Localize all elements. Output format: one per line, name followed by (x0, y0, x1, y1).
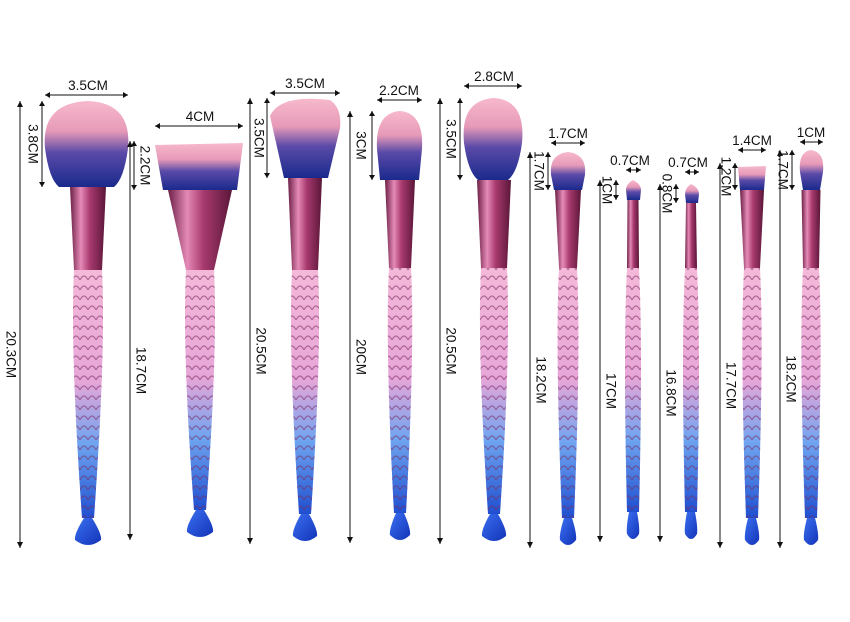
head-width-label: 1CM (797, 125, 826, 140)
head-height-label: 1CM (599, 176, 614, 205)
brush-ferrule (288, 178, 322, 270)
brush-bristles (155, 143, 243, 190)
brush-bristles (463, 98, 523, 180)
brush (683, 184, 699, 539)
brush-dimensions: 0.7CM 1CM 17CM (597, 153, 650, 542)
head-height-label: 1.7CM (775, 150, 790, 190)
head-height-label: 1.2CM (718, 157, 733, 197)
brush (270, 98, 341, 541)
brush-dimensions: 0.7CM 0.8CM 16.8CM (657, 155, 708, 542)
brush-bristles (799, 150, 824, 190)
brush (155, 143, 243, 537)
head-height-label: 3.5CM (251, 118, 266, 158)
brush-dimensions: 2.2CM 3CM 20CM (347, 83, 422, 543)
brush-tail (803, 518, 819, 545)
total-length-label: 18.2CM (533, 356, 548, 403)
brush-dimensions: 3.5CM 3.5CM 20.5CM (247, 76, 340, 544)
brush-tail (74, 518, 102, 545)
brush-bristles (685, 184, 699, 203)
brush (44, 101, 129, 545)
head-width-label: 1.4CM (732, 133, 772, 148)
head-height-label: 0.8CM (659, 174, 674, 214)
brush (463, 98, 523, 541)
brush-tail (559, 518, 577, 545)
brush (738, 166, 766, 545)
brush-bristles (376, 111, 423, 180)
total-length-label: 17CM (603, 373, 618, 409)
brush-tail (481, 514, 507, 541)
head-height-label: 3.8CM (25, 124, 40, 164)
brush-tail (389, 513, 411, 540)
brush (625, 180, 641, 539)
head-width-label: 2.8CM (474, 69, 514, 84)
brush-ferrule (168, 190, 232, 270)
total-length-label: 17.7CM (723, 362, 738, 409)
brush-tail (186, 510, 214, 537)
total-length-label: 20.3CM (3, 331, 18, 378)
head-width-label: 0.7CM (668, 155, 708, 170)
brush-ferrule (477, 180, 511, 268)
brush-dimensions: 1CM 1.7CM 18.2CM (775, 125, 825, 548)
head-width-label: 0.7CM (610, 153, 650, 168)
head-height-label: 3.5CM (443, 119, 458, 159)
brush-tail (292, 514, 318, 541)
head-height-label: 3CM (353, 131, 368, 160)
brush-bristles (626, 180, 641, 200)
head-width-label: 1.7CM (548, 126, 588, 141)
brush (799, 150, 824, 545)
head-width-label: 3.5CM (285, 76, 325, 91)
total-length-label: 18.7CM (133, 347, 148, 394)
brush-dimensions: 3.5CM 3.8CM 20.3CM (3, 78, 128, 548)
head-height-label: 2.2CM (137, 146, 152, 186)
brush (550, 152, 586, 545)
total-length-label: 18.2CM (783, 355, 798, 402)
brush-tail (626, 512, 640, 539)
brush-bristles (738, 166, 766, 190)
brush-bristles (550, 152, 586, 190)
brush-ferrule (627, 200, 639, 268)
brush-ferrule (740, 190, 764, 268)
head-width-label: 3.5CM (68, 78, 108, 93)
brush-ferrule (555, 190, 581, 268)
brush-dimensions: 1.4CM 1.2CM 17.7CM (717, 133, 772, 548)
brush-ferrule (801, 190, 821, 268)
brush-ferrule (385, 180, 415, 268)
total-length-label: 16.8CM (663, 369, 678, 416)
brush-dimensions: 4CM 2.2CM 18.7CM (127, 109, 243, 540)
total-length-label: 20.5CM (253, 327, 268, 374)
total-length-label: 20CM (353, 339, 368, 375)
brush-tail (744, 518, 760, 545)
brush-dimensions: 2.8CM 3.5CM 20.5CM (437, 69, 522, 544)
head-width-label: 4CM (186, 109, 215, 124)
head-height-label: 1.7CM (531, 151, 546, 191)
total-length-label: 20.5CM (443, 327, 458, 374)
brush-tail (684, 512, 698, 539)
brush (376, 111, 423, 540)
brush-bristles (270, 98, 341, 178)
brush-bristles (44, 101, 129, 187)
head-width-label: 2.2CM (379, 83, 419, 98)
brush-ferrule (70, 187, 106, 270)
brush-ferrule (685, 203, 697, 268)
